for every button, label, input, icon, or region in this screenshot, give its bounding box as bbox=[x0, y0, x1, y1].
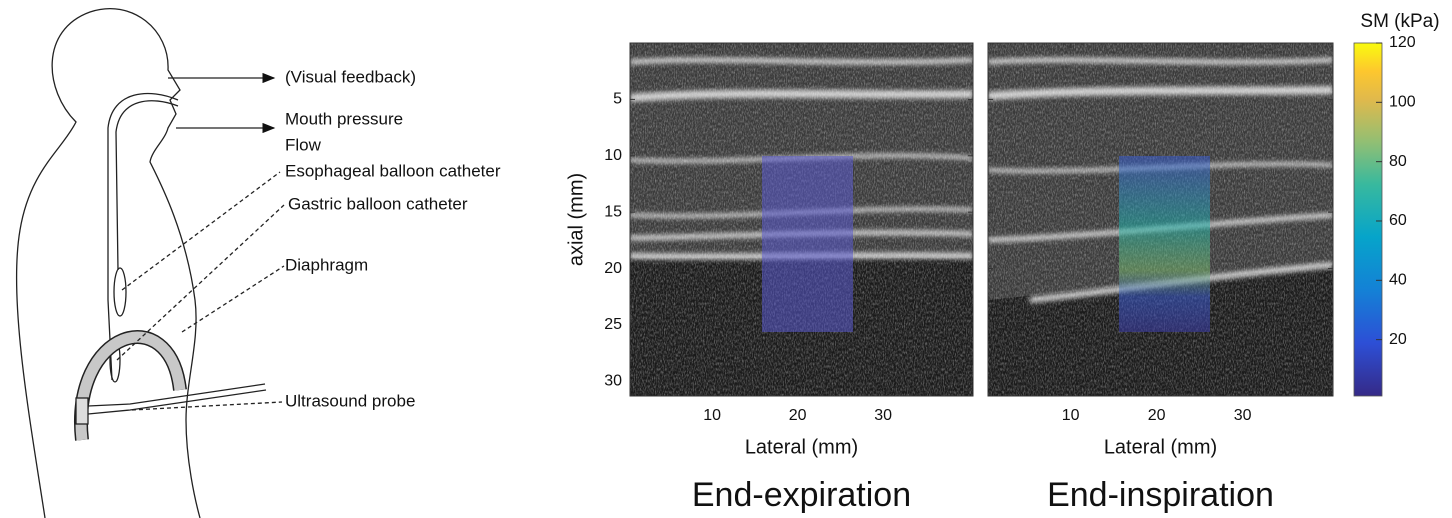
diagram-label: Ultrasound probe bbox=[285, 391, 415, 410]
roi-overlay bbox=[1119, 156, 1210, 332]
colorbar-tick-label: 80 bbox=[1389, 153, 1407, 170]
x-tick-label: 10 bbox=[703, 407, 721, 424]
probe-cable bbox=[87, 383, 267, 415]
x-tick-label: 20 bbox=[789, 407, 807, 424]
y-tick-label: 15 bbox=[604, 203, 622, 220]
colorbar-tick-label: 40 bbox=[1389, 272, 1407, 289]
diagram-label: Mouth pressure bbox=[285, 109, 403, 128]
body-outline bbox=[15, 8, 201, 518]
roi-overlay bbox=[762, 156, 853, 332]
ultrasound-image bbox=[988, 43, 1333, 396]
x-axis-label: Lateral (mm) bbox=[745, 436, 858, 458]
colorbar-tick-label: 120 bbox=[1389, 34, 1416, 51]
diagram-label: Diaphragm bbox=[285, 255, 368, 274]
diagram-label: (Visual feedback) bbox=[285, 67, 416, 86]
panel-title: End-inspiration bbox=[1047, 476, 1274, 514]
y-tick-label: 10 bbox=[604, 147, 622, 164]
leader-line bbox=[181, 265, 285, 333]
diagram-label: Gastric balloon catheter bbox=[288, 194, 468, 213]
panel-title: End-expiration bbox=[692, 476, 911, 514]
x-axis-label: Lateral (mm) bbox=[1104, 436, 1217, 458]
colorbar-tick-label: 100 bbox=[1389, 94, 1416, 111]
diagram-label: Flow bbox=[285, 135, 322, 154]
leader-line bbox=[121, 171, 281, 291]
colorbar-tick-label: 60 bbox=[1389, 212, 1407, 229]
x-tick-label: 30 bbox=[874, 407, 892, 424]
axes-frame bbox=[629, 42, 974, 397]
x-tick-label: 10 bbox=[1062, 407, 1080, 424]
leader-line bbox=[116, 204, 285, 361]
catheter bbox=[115, 100, 179, 271]
y-tick-label: 30 bbox=[604, 373, 622, 390]
x-tick-label: 30 bbox=[1234, 407, 1252, 424]
ultrasound-image bbox=[630, 43, 973, 396]
y-tick-label: 20 bbox=[604, 260, 622, 277]
axes-frame bbox=[987, 42, 1334, 397]
esophageal-balloon bbox=[113, 267, 127, 317]
body-diagram bbox=[15, 8, 285, 518]
colorbar bbox=[1353, 42, 1383, 397]
y-axis-label: axial (mm) bbox=[565, 173, 587, 266]
diagram-label: Esophageal balloon catheter bbox=[285, 161, 501, 180]
catheter bbox=[107, 92, 179, 381]
colorbar-label: SM (kPa) bbox=[1360, 11, 1439, 32]
y-tick-label: 5 bbox=[613, 91, 622, 108]
colorbar-tick-label: 20 bbox=[1389, 331, 1407, 348]
y-tick-label: 25 bbox=[604, 316, 622, 333]
probe bbox=[75, 397, 89, 425]
x-tick-label: 20 bbox=[1148, 407, 1166, 424]
